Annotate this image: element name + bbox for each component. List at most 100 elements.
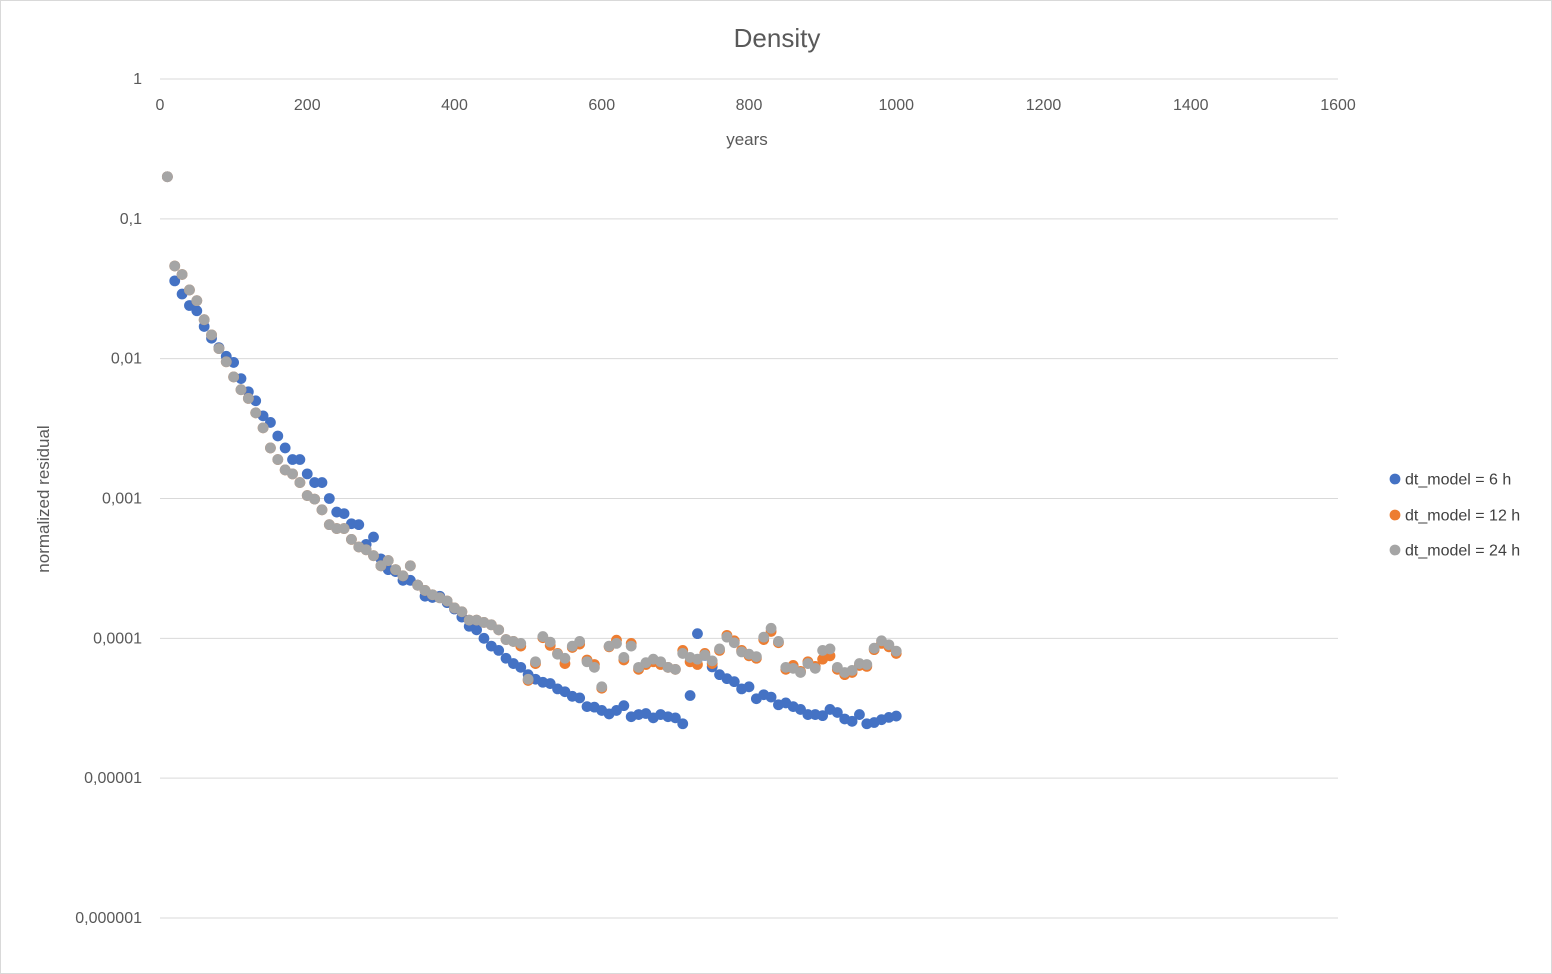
- data-point: [301, 468, 313, 480]
- data-point: [323, 493, 335, 504]
- data-point: [191, 295, 203, 307]
- data-point: [169, 260, 181, 272]
- data-point: [338, 523, 350, 534]
- y-tick-labels: 1 0,1 0,01 0,001 0,0001 0,00001 0,000001: [75, 71, 142, 927]
- data-point: [699, 649, 711, 661]
- data-point: [588, 661, 600, 673]
- data-point: [795, 667, 806, 678]
- data-point: [765, 622, 777, 634]
- data-point: [669, 663, 681, 675]
- chart-title: Density: [734, 23, 821, 53]
- data-point: [728, 637, 740, 649]
- data-point: [596, 681, 608, 693]
- y-tick-label: 0,01: [111, 351, 142, 368]
- x-tick-label: 0: [156, 97, 165, 114]
- data-point: [773, 636, 784, 647]
- data-point: [272, 454, 284, 465]
- data-point: [360, 544, 372, 556]
- data-point: [824, 643, 836, 655]
- data-point: [397, 570, 409, 582]
- data-point: [861, 659, 873, 670]
- data-point: [250, 407, 262, 419]
- data-point: [265, 442, 276, 454]
- data-point: [353, 519, 365, 531]
- data-point: [287, 468, 298, 480]
- y-tick-label: 1: [133, 71, 142, 88]
- y-tick-label: 0,00001: [84, 770, 142, 787]
- data-point: [265, 417, 276, 428]
- data-point: [382, 555, 394, 566]
- x-tick-label: 200: [294, 97, 321, 114]
- y-tick-label: 0,0001: [93, 630, 142, 647]
- series-1: [161, 171, 902, 694]
- y-tick-label: 0,000001: [75, 910, 142, 927]
- data-point: [368, 550, 379, 562]
- data-point: [530, 656, 541, 668]
- data-point: [176, 269, 188, 280]
- data-point: [728, 676, 740, 688]
- data-point: [684, 690, 696, 701]
- legend-marker: [1389, 473, 1401, 485]
- data-point: [441, 595, 453, 607]
- data-point: [184, 284, 195, 296]
- data-point: [161, 171, 173, 183]
- data-point: [809, 662, 821, 674]
- data-point: [228, 371, 240, 383]
- x-tick-labels: 0 200 400 600 800 1000 1200 1400 1600: [156, 97, 1356, 114]
- data-point: [743, 681, 755, 693]
- data-point: [515, 637, 527, 649]
- legend-marker: [1389, 544, 1401, 556]
- legend-label: dt_model = 6 h: [1405, 472, 1511, 489]
- data-point: [655, 656, 667, 668]
- data-point: [294, 454, 306, 465]
- data-point: [625, 640, 637, 652]
- data-point: [559, 652, 571, 664]
- data-point: [890, 645, 902, 657]
- series-2: [161, 171, 902, 693]
- x-tick-label: 400: [441, 97, 468, 114]
- data-point: [846, 715, 858, 727]
- data-point: [581, 656, 593, 668]
- data-point: [854, 709, 865, 720]
- data-point: [574, 692, 586, 704]
- data-point: [493, 624, 505, 636]
- data-point: [456, 606, 468, 618]
- data-point: [544, 636, 556, 648]
- data-point: [515, 661, 527, 673]
- data-point: [765, 691, 777, 703]
- data-point: [714, 643, 725, 655]
- y-tick-label: 0,001: [102, 491, 142, 508]
- legend: dt_model = 6 h dt_model = 12 h dt_model = …: [1389, 472, 1520, 560]
- data-point: [235, 384, 247, 396]
- x-tick-label: 800: [736, 97, 763, 114]
- legend-marker: [1389, 509, 1401, 521]
- data-point: [257, 422, 269, 434]
- data-point: [537, 631, 549, 642]
- data-point: [618, 700, 630, 712]
- data-point: [493, 644, 505, 656]
- x-tick-label: 600: [588, 97, 615, 114]
- data-point: [404, 560, 416, 572]
- data-point: [338, 508, 350, 519]
- data-point: [758, 631, 770, 643]
- data-point: [309, 493, 321, 505]
- data-point: [750, 651, 762, 663]
- data-point: [868, 642, 880, 654]
- data-point: [191, 305, 203, 317]
- data-point: [198, 314, 210, 326]
- x-tick-label: 1600: [1320, 97, 1356, 114]
- data-point: [846, 664, 858, 676]
- data-point: [817, 710, 829, 722]
- y-axis-label: normalized residual: [34, 425, 53, 572]
- x-tick-label: 1000: [878, 97, 914, 114]
- data-point: [706, 655, 718, 667]
- data-point: [522, 673, 534, 685]
- data-point: [883, 639, 895, 651]
- data-point: [220, 356, 232, 368]
- data-point: [721, 631, 733, 643]
- data-point: [316, 504, 328, 516]
- data-point: [206, 329, 217, 341]
- plot-area: [161, 171, 902, 730]
- data-point: [294, 477, 306, 488]
